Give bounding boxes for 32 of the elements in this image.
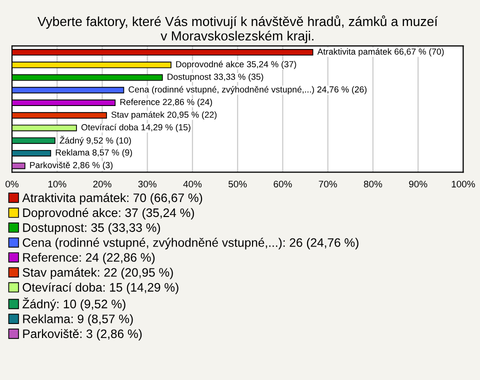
x-tick-label: 10% <box>48 180 66 188</box>
data-label: Atraktivita památek 66,67 % (70) <box>317 48 444 56</box>
x-tick-label: 40% <box>183 180 202 188</box>
data-label: Doprovodné akce 35,24 % (37) <box>176 60 296 70</box>
legend-label: Žádný: 10 (9,52 %) <box>22 298 126 311</box>
data-label: Stav památek 20,95 % (22) <box>111 111 217 120</box>
legend-label: Otevírací doba: 15 (14,29 %) <box>22 282 178 294</box>
data-label: Žádný 9,52 % (10) <box>60 136 131 146</box>
x-tick-label: 70% <box>318 180 337 188</box>
legend-label: Dostupnost: 35 (33,33 %) <box>23 222 160 234</box>
x-tick-label: 100% <box>452 180 475 188</box>
x-tick-label: 90% <box>409 180 428 188</box>
x-tick-label: 50% <box>228 180 247 188</box>
chart-title: Vyberte faktory, které Vás motivují k návštěvě hradů, zámků a muzeí v Moravskoslezském kraji. <box>37 15 438 44</box>
legend-label: Doprovodné akce: 37 (35,24 %) <box>23 208 194 220</box>
data-label: Cena (rodinné vstupné, zvýhodněné vstupné,...) 24,76 % (26) <box>128 86 367 94</box>
x-tick-label: 20% <box>93 180 112 188</box>
x-tick-label: 60% <box>274 180 292 188</box>
legend-label: Cena (rodinné vstupné, zvýhodněné vstupné,...): 26 (24,76 %) <box>22 238 358 250</box>
legend-label: Reference: 24 (22,86 %) <box>23 252 155 264</box>
x-tick-label: 30% <box>138 180 156 188</box>
data-label: Dostupnost 33,33 % (35) <box>168 73 264 82</box>
legend-label: Parkoviště: 3 (2,86 %) <box>23 329 142 341</box>
x-tick-label: 80% <box>364 180 382 188</box>
legend-label: Atraktivita památek: 70 (66,67 %) <box>22 192 202 205</box>
data-label: Reklama 8,57 % (9) <box>56 149 132 158</box>
data-label: Otevírací doba 14,29 % (15) <box>81 124 190 132</box>
data-label: Parkoviště 2,86 % (3) <box>30 162 113 170</box>
x-tick-label: 0% <box>6 180 18 188</box>
data-label: Reference 22,86 % (24) <box>120 98 212 107</box>
legend-label: Reklama: 9 (8,57 %) <box>23 314 133 326</box>
legend-label: Stav památek: 22 (20,95 %) <box>22 268 173 280</box>
